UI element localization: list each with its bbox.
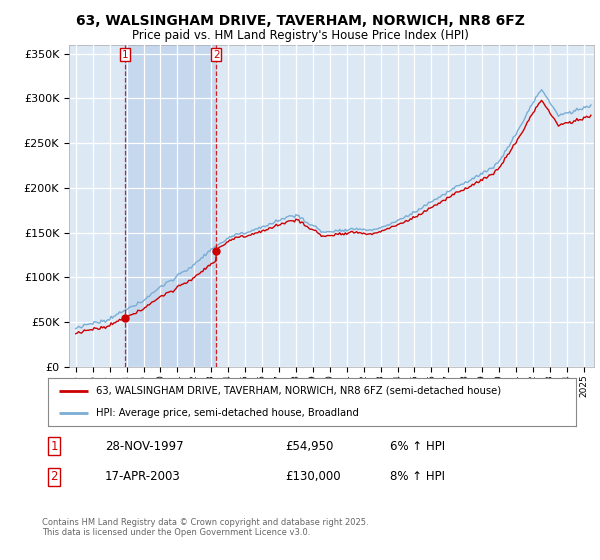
Text: HPI: Average price, semi-detached house, Broadland: HPI: Average price, semi-detached house,…: [95, 408, 358, 418]
Text: 17-APR-2003: 17-APR-2003: [105, 470, 181, 483]
Text: 1: 1: [50, 440, 58, 452]
Text: 2: 2: [50, 470, 58, 483]
Text: £130,000: £130,000: [285, 470, 341, 483]
Text: 63, WALSINGHAM DRIVE, TAVERHAM, NORWICH, NR8 6FZ: 63, WALSINGHAM DRIVE, TAVERHAM, NORWICH,…: [76, 14, 524, 28]
Text: Contains HM Land Registry data © Crown copyright and database right 2025.
This d: Contains HM Land Registry data © Crown c…: [42, 518, 368, 538]
Text: 8% ↑ HPI: 8% ↑ HPI: [390, 470, 445, 483]
Bar: [125, 45, 216, 367]
Text: 28-NOV-1997: 28-NOV-1997: [105, 440, 184, 452]
Text: 63, WALSINGHAM DRIVE, TAVERHAM, NORWICH, NR8 6FZ (semi-detached house): 63, WALSINGHAM DRIVE, TAVERHAM, NORWICH,…: [95, 386, 500, 396]
Text: 2: 2: [213, 50, 220, 59]
Text: £54,950: £54,950: [285, 440, 334, 452]
Text: 6% ↑ HPI: 6% ↑ HPI: [390, 440, 445, 452]
Text: Price paid vs. HM Land Registry's House Price Index (HPI): Price paid vs. HM Land Registry's House …: [131, 29, 469, 42]
Text: 1: 1: [122, 50, 128, 59]
